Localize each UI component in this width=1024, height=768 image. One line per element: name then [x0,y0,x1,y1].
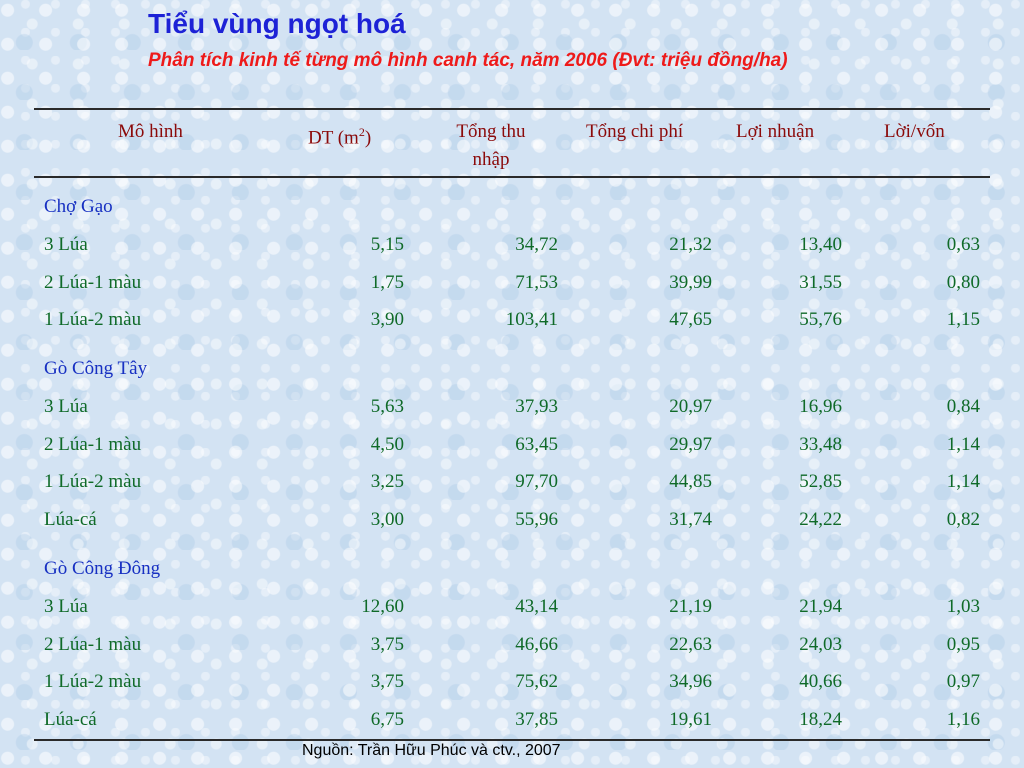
cell-area: 3,75 [370,671,404,692]
cell-ratio: 1,14 [946,434,980,455]
group-label: Gò Công Tây [44,358,148,379]
cell-model: 3 Lúa [44,234,88,255]
header-area-prefix: DT (m [308,127,359,149]
cell-cost: 44,85 [669,471,712,492]
cell-area: 3,25 [370,471,404,492]
cell-area: 1,75 [370,272,404,293]
header-area-suffix: ) [364,127,372,149]
cell-model: 3 Lúa [44,596,88,617]
header-area: DT (m2) [308,118,371,152]
cell-area: 3,75 [370,634,404,655]
cell-revenue: 46,66 [515,634,558,655]
cell-model: 2 Lúa-1 màu [44,634,142,655]
cell-ratio: 1,15 [946,309,980,330]
cell-ratio: 0,97 [946,671,980,692]
cell-revenue: 71,53 [515,272,558,293]
header-model: Mô hình [118,121,183,142]
cell-area: 4,50 [370,434,404,455]
cell-ratio: 1,14 [946,471,980,492]
cell-profit: 24,22 [799,509,842,530]
cell-profit: 21,94 [799,596,842,617]
cell-revenue: 37,85 [515,709,558,730]
cell-cost: 31,74 [669,509,712,530]
header-area-sup: 2 [358,125,365,139]
cell-ratio: 1,03 [946,596,980,617]
cell-cost: 21,32 [669,234,712,255]
header-revenue: Tổng thu nhập [430,118,552,174]
cell-cost: 34,96 [669,671,712,692]
cell-area: 3,00 [370,509,404,530]
cell-area: 5,15 [370,234,404,255]
header-profit: Lợi nhuận [736,121,815,142]
cell-revenue: 37,93 [515,396,558,417]
cell-model: 3 Lúa [44,396,88,417]
cell-profit: 40,66 [799,671,842,692]
table-top-rule [34,108,990,110]
header-revenue-line2: nhập [472,149,510,170]
cell-revenue: 43,14 [515,596,558,617]
cell-cost: 20,97 [669,396,712,417]
group-label: Gò Công Đông [44,558,161,579]
header-cost: Tổng chi phí [586,121,684,142]
cell-ratio: 0,63 [946,234,980,255]
cell-ratio: 0,80 [946,272,980,293]
cell-cost: 39,99 [669,272,712,293]
cell-profit: 13,40 [799,234,842,255]
cell-cost: 29,97 [669,434,712,455]
cell-ratio: 0,95 [946,634,980,655]
cell-ratio: 0,84 [946,396,980,417]
cell-revenue: 55,96 [515,509,558,530]
cell-cost: 19,61 [669,709,712,730]
cell-profit: 16,96 [799,396,842,417]
cell-model: 1 Lúa-2 màu [44,309,142,330]
cell-profit: 52,85 [799,471,842,492]
cell-profit: 33,48 [799,434,842,455]
cell-profit: 24,03 [799,634,842,655]
cell-ratio: 1,16 [946,709,980,730]
cell-revenue: 63,45 [515,434,558,455]
cell-area: 5,63 [370,396,404,417]
slide-title: Tiểu vùng ngọt hoá [148,8,406,39]
cell-area: 3,90 [370,309,404,330]
cell-area: 6,75 [370,709,404,730]
cell-profit: 18,24 [799,709,842,730]
cell-cost: 22,63 [669,634,712,655]
table-bottom-rule [34,739,990,741]
header-revenue-line1: Tổng thu [456,121,526,142]
cell-ratio: 0,82 [946,509,980,530]
cell-cost: 21,19 [669,596,712,617]
cell-profit: 31,55 [799,272,842,293]
cell-model: 1 Lúa-2 màu [44,471,142,492]
source-note: Nguồn: Trần Hữu Phúc và ctv., 2007 [302,742,561,759]
header-ratio: Lời/vốn [884,121,945,142]
cell-model: 1 Lúa-2 màu [44,671,142,692]
cell-model: 2 Lúa-1 màu [44,434,142,455]
cell-revenue: 75,62 [515,671,558,692]
group-label: Chợ Gạo [44,196,113,217]
slide-subtitle: Phân tích kinh tế từng mô hình canh tác,… [148,50,788,71]
cell-model: Lúa-cá [44,709,97,730]
table-header-rule [34,176,990,178]
cell-profit: 55,76 [799,309,842,330]
cell-revenue: 97,70 [515,471,558,492]
cell-revenue: 34,72 [515,234,558,255]
cell-cost: 47,65 [669,309,712,330]
cell-model: Lúa-cá [44,509,97,530]
cell-area: 12,60 [361,596,404,617]
cell-revenue: 103,41 [505,309,558,330]
cell-model: 2 Lúa-1 màu [44,272,142,293]
